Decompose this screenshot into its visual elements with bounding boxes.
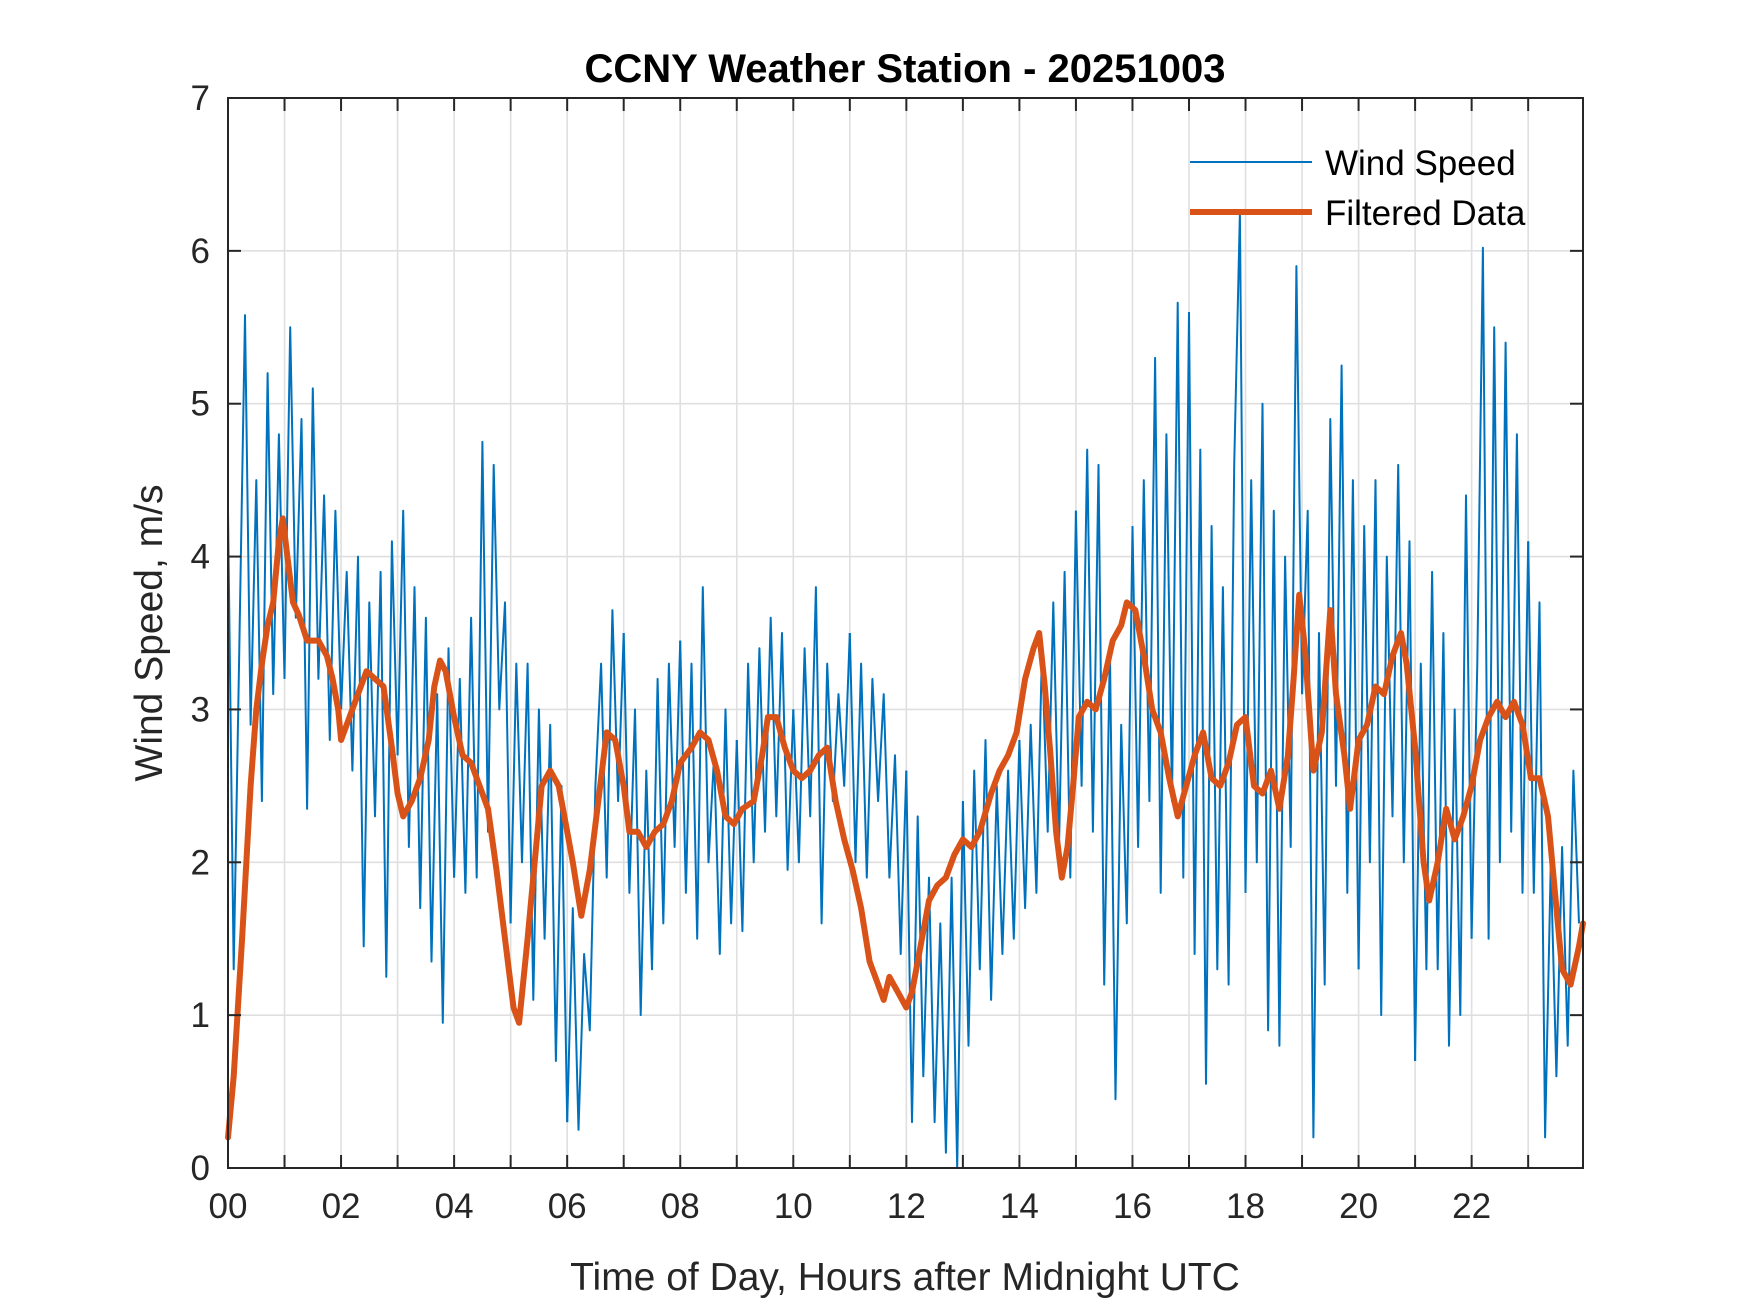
x-tick-label: 08 xyxy=(661,1187,700,1226)
wind-speed-line-segment xyxy=(1188,211,1247,1085)
x-tick-label: 12 xyxy=(887,1187,926,1226)
y-tick-label: 0 xyxy=(191,1149,210,1188)
grid xyxy=(228,98,1583,1168)
wind-speed-line-segment xyxy=(848,632,908,955)
axes xyxy=(227,97,1584,1169)
wind-speed-line-segment xyxy=(509,662,569,1123)
wind-speed-line-segment xyxy=(1074,448,1134,1101)
wind-speed-line-segment xyxy=(1527,541,1580,1139)
y-tick-label: 5 xyxy=(191,385,210,424)
y-axis-label: Wind Speed, m/s xyxy=(128,485,171,782)
wind-speed-line-segment xyxy=(1470,246,1530,940)
x-tick-label: 10 xyxy=(774,1187,813,1226)
legend-label-filtered-data: Filtered Data xyxy=(1325,194,1526,233)
wind-speed-line-segment xyxy=(1018,510,1077,910)
wind-speed-line-segment xyxy=(227,314,286,971)
wind-speed-line-segment xyxy=(340,540,399,978)
y-tick-label: 2 xyxy=(191,843,210,882)
x-tick-label: 22 xyxy=(1452,1187,1491,1226)
wind-speed-line-segment xyxy=(283,326,343,810)
wind-speed-line-segment xyxy=(1414,494,1473,1062)
y-tick-label: 6 xyxy=(191,232,210,271)
wind-speed-line-segment xyxy=(961,739,1021,1047)
chart-title: CCNY Weather Station - 20251003 xyxy=(585,47,1226,91)
filtered-data-line xyxy=(225,515,1586,1141)
y-tick-label: 4 xyxy=(191,538,210,577)
wind-speed-line-segment xyxy=(905,770,964,1169)
x-axis-label: Time of Day, Hours after Midnight UTC xyxy=(570,1256,1240,1299)
wind-speed-line-segment xyxy=(735,616,795,933)
plot-series xyxy=(225,211,1586,1169)
wind-speed-line-segment xyxy=(453,440,512,924)
y-tick-label: 7 xyxy=(191,79,210,118)
x-tick-label: 20 xyxy=(1339,1187,1378,1226)
x-tick-label: 06 xyxy=(548,1187,587,1226)
wind-speed-line-segment xyxy=(566,609,625,1131)
y-tick-label: 1 xyxy=(191,996,210,1035)
y-tick-label: 3 xyxy=(191,690,210,729)
axes-box xyxy=(227,97,1584,1169)
legend: Wind Speed Filtered Data xyxy=(1190,144,1526,233)
legend-label-wind-speed: Wind Speed xyxy=(1325,144,1516,183)
wind-speed-line-segment xyxy=(622,632,682,1017)
wind-speed-line-segment xyxy=(1301,364,1360,1139)
x-tick-label: 02 xyxy=(322,1187,361,1226)
x-tick-label: 04 xyxy=(435,1187,474,1226)
x-tick-label: 16 xyxy=(1113,1187,1152,1226)
x-tick-label: 14 xyxy=(1000,1187,1039,1226)
wind-speed-line-segment xyxy=(1357,463,1417,1062)
x-tick-label: 00 xyxy=(209,1187,248,1226)
wind-speed-line-segment xyxy=(679,586,738,955)
wind-speed-line-segment xyxy=(396,509,456,1024)
wind-speed-line-segment xyxy=(792,586,851,925)
wind-speed-line-segment xyxy=(1131,301,1190,894)
x-tick-label: 18 xyxy=(1226,1187,1265,1226)
